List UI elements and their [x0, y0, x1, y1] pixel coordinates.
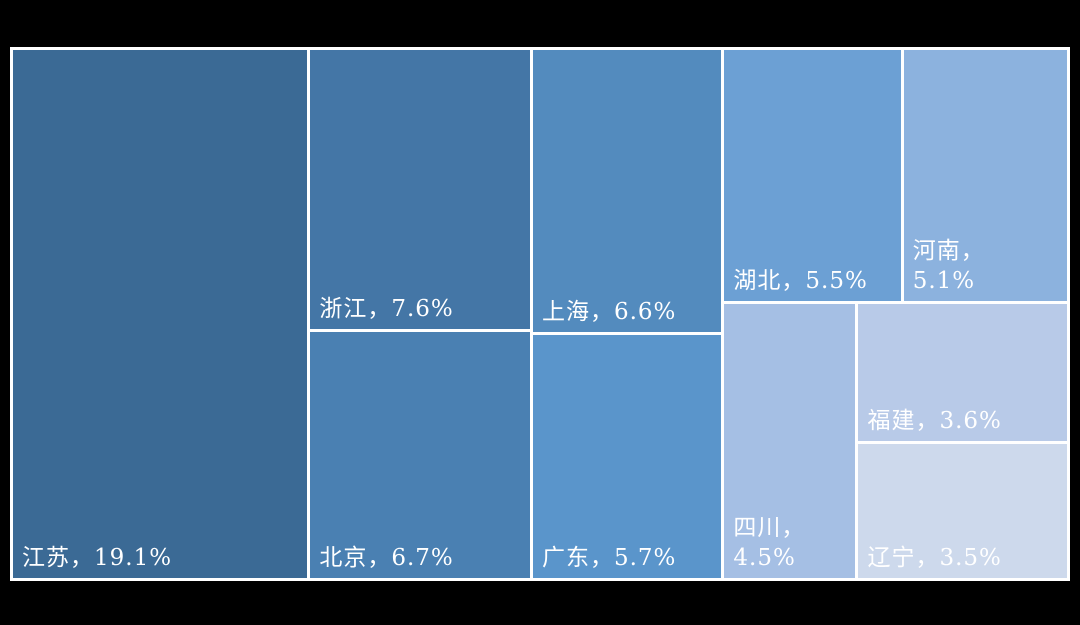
treemap-cell-label-zhejiang: 浙江，7.6% — [319, 296, 454, 323]
treemap-cell-label-henan: 河南， 5.1% — [912, 237, 985, 294]
treemap-cell-henan: 河南， 5.1% — [903, 50, 1067, 301]
treemap-cell-label-beijing: 北京，6.7% — [319, 545, 454, 572]
treemap-cell-label-hubei: 湖北，5.5% — [733, 267, 868, 294]
treemap-chart: 江苏，19.1% 浙江，7.6% 北京，6.7% 上海，6.6% 广东，5.7%… — [10, 47, 1070, 581]
treemap-cell-label-fujian: 福建，3.6% — [867, 408, 1002, 435]
treemap-cell-label-jiangsu: 江苏，19.1% — [22, 545, 173, 572]
treemap-cell-jiangsu: 江苏，19.1% — [13, 50, 308, 578]
treemap-cell-label-sichuan: 四川， 4.5% — [733, 515, 806, 572]
treemap-cell-shanghai: 上海，6.6% — [532, 50, 722, 332]
treemap-cell-label-guangdong: 广东，5.7% — [541, 545, 677, 572]
treemap-cell-guangdong: 广东，5.7% — [532, 334, 722, 578]
treemap-cell-zhejiang: 浙江，7.6% — [310, 50, 530, 330]
treemap-cell-liaoning: 辽宁，3.5% — [858, 444, 1067, 578]
treemap-cell-hubei: 湖北，5.5% — [724, 50, 901, 301]
treemap-cell-fujian: 福建，3.6% — [858, 303, 1067, 442]
treemap-cell-beijing: 北京，6.7% — [310, 332, 530, 578]
treemap-cell-label-liaoning: 辽宁，3.5% — [867, 545, 1002, 572]
treemap-cell-label-shanghai: 上海，6.6% — [541, 299, 677, 326]
treemap-cell-sichuan: 四川， 4.5% — [724, 303, 856, 578]
